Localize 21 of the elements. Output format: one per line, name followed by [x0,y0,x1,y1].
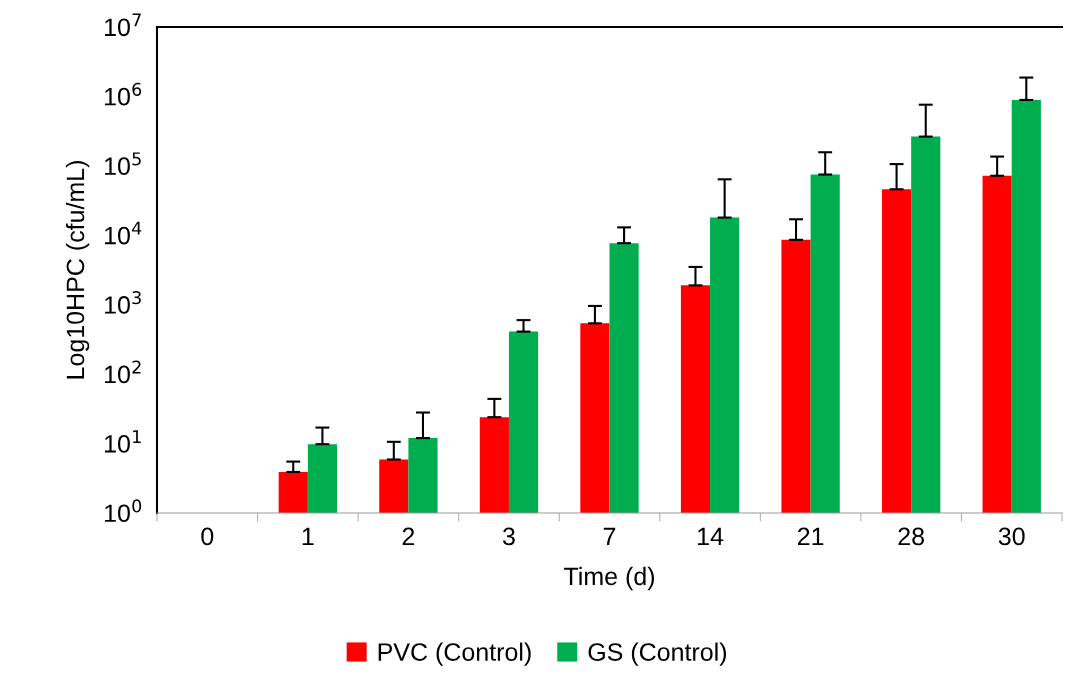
x-tick-label: 14 [698,527,724,546]
y-tick-label: 10$^{0}$ [105,499,142,523]
x-tick-label: 28 [898,527,924,546]
x-tick-label: 30 [998,527,1025,546]
y-tick-label: 10$^{5}$ [105,152,141,175]
y-tick-label: 10$^{1}$ [105,430,141,453]
x-tick-label: 2 [402,527,415,546]
legend-label: PVC (Control) [378,642,531,666]
y-tick-label: 10$^{3}$ [105,291,141,314]
x-tick-label: 1 [302,527,314,546]
y-tick-label: 10$^{2}$ [105,360,141,384]
x-tick-label: 3 [502,527,515,546]
legend-label: GS (Control) [588,642,726,666]
y-tick-label: 10$^{7}$ [105,13,141,37]
y-tick-label: 10$^{4}$ [105,221,142,245]
y-tick-label: 10$^{6}$ [105,82,142,106]
x-tick-label: 7 [603,527,616,546]
x-tick-label: 0 [201,527,214,546]
x-tick-label: 21 [797,527,824,546]
x-axis-title: Time (d) [564,566,655,591]
y-axis-title: Log10HPC (cfu/mL) [65,161,90,379]
